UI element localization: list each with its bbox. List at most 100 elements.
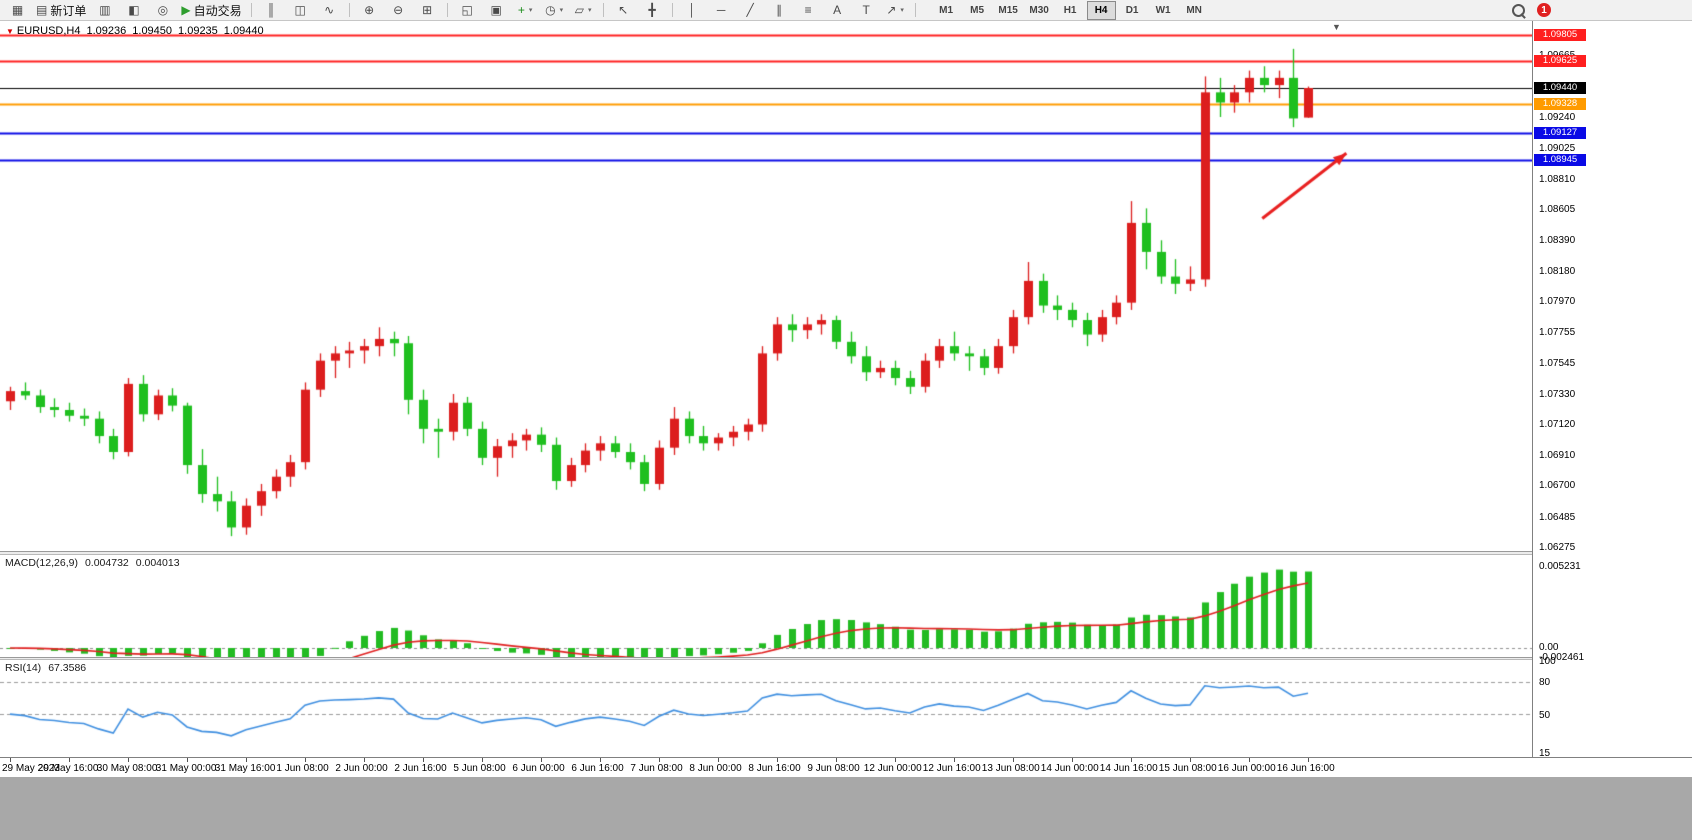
timeframe-button-m1[interactable]: M1 (939, 4, 954, 16)
ohlc-high: 1.09450 (132, 25, 173, 37)
price-tick-label: 1.08390 (1539, 235, 1576, 246)
crosshair-icon[interactable]: ╋ (648, 3, 656, 17)
chevron-down-icon: ▾ (559, 7, 564, 14)
timeframe-button-m15[interactable]: M15 (998, 4, 1018, 16)
time-axis-tick (659, 758, 660, 762)
bar-chart-icon[interactable]: ║ (266, 3, 276, 17)
cursor-icon[interactable]: ↖ (618, 3, 629, 17)
rsi-axis-label: 80 (1539, 677, 1551, 688)
price-tick-label: 1.07120 (1539, 419, 1576, 430)
cascade-windows-icon[interactable]: ◱ (461, 3, 473, 17)
rsi-value: 67.3586 (48, 662, 87, 674)
horizontal-line-icon[interactable]: ─ (716, 3, 726, 17)
time-axis-tick (128, 758, 129, 762)
vertical-line-icon[interactable]: │ (688, 3, 696, 17)
time-axis-tick (10, 758, 11, 762)
notification-badge[interactable]: 1 (1537, 3, 1551, 17)
rsi-axis-label: 50 (1539, 710, 1551, 721)
macd-canvas[interactable] (0, 555, 1532, 657)
rsi-axis-label: 15 (1539, 748, 1551, 759)
timeframe-button-w1[interactable]: W1 (1155, 4, 1171, 16)
rsi-header: RSI(14) 67.3586 (5, 662, 93, 674)
time-axis-tick (1249, 758, 1250, 762)
ohlc-close: 1.09440 (223, 25, 264, 37)
timeframe-button-mn[interactable]: MN (1186, 4, 1202, 16)
market-watch-icon[interactable]: ▥ (99, 3, 111, 17)
timeframe-button-h4[interactable]: H4 (1086, 0, 1116, 20)
time-axis-label: 31 May 16:00 (214, 763, 276, 774)
tile-windows-icon[interactable]: ⊞ (422, 3, 433, 17)
macd-value-main: 0.004732 (84, 557, 129, 569)
time-axis-label: 6 Jun 00:00 (512, 763, 565, 774)
time-axis-tick (187, 758, 188, 762)
chart-shift-marker-icon[interactable]: ▼ (1332, 22, 1341, 32)
text-label-icon[interactable]: T (862, 3, 870, 17)
zoom-out-icon[interactable]: ⊖ (393, 3, 404, 17)
channel-icon[interactable]: ∥ (776, 3, 783, 17)
time-axis-label: 1 Jun 08:00 (276, 763, 329, 774)
price-tick-label: 1.06910 (1539, 450, 1576, 461)
time-axis-label: 12 Jun 16:00 (922, 763, 981, 774)
zoom-in-icon[interactable]: ⊕ (364, 3, 375, 17)
chart-ohlc-header: ▼ EURUSD,H4 1.09236 1.09450 1.09235 1.09440 (6, 25, 270, 37)
toolbar-items: ▦ ▤ 新订单 ▥ ◧ ◎ ▶ 自动交易 ║ ◫ ∿ ⊕ ⊖ ⊞ ◱ ▣ + ▾ ◷ ▾ ▱ ▾ ↖ ╋ │ ─ ╱ ∥ ≡ A T ↗ ▾ (3, 0, 921, 20)
timeframe-group: M1 M5 M15 M30 H1 H4 D1 W1 MN (931, 0, 1210, 20)
trendline-icon[interactable]: ╱ (746, 3, 754, 17)
time-axis-tick (1131, 758, 1132, 762)
panel-splitter[interactable] (0, 551, 1692, 555)
price-tick-label: 1.07330 (1539, 389, 1576, 400)
time-axis-tick (541, 758, 542, 762)
time-axis-label: 31 May 00:00 (155, 763, 217, 774)
time-axis-tick (482, 758, 483, 762)
price-tick-label: 1.07970 (1539, 296, 1576, 307)
time-axis-tick (1072, 758, 1073, 762)
price-axis[interactable]: 1.096651.094501.092401.090251.088101.086… (1532, 21, 1692, 759)
time-axis-label: 29 May 16:00 (37, 763, 99, 774)
timeframe-button-d1[interactable]: D1 (1125, 4, 1139, 16)
timeframe-button-m30[interactable]: M30 (1029, 4, 1049, 16)
time-axis-tick (895, 758, 896, 762)
macd-axis-label: -0.002461 (1539, 652, 1585, 663)
price-line-label: 1.09440 (1534, 82, 1586, 94)
price-line-label: 1.09805 (1534, 29, 1586, 41)
time-axis-label: 12 Jun 00:00 (863, 763, 922, 774)
rsi-canvas[interactable] (0, 660, 1532, 757)
time-axis-label: 8 Jun 00:00 (689, 763, 742, 774)
line-chart-icon[interactable]: ∿ (324, 3, 335, 17)
ohlc-low: 1.09235 (178, 25, 218, 37)
new-order-button[interactable]: ▤ 新订单 (36, 3, 87, 18)
arrange-windows-icon[interactable]: ▣ (490, 3, 502, 17)
navigator-icon[interactable]: ◎ (157, 3, 169, 17)
panel-splitter[interactable] (0, 657, 1692, 660)
templates-icon[interactable]: ▱ ▾ (574, 3, 592, 17)
periods-icon[interactable]: ◷ ▾ (545, 3, 564, 17)
time-axis[interactable]: 29 May 2023 29 May 16:00 30 May 08:00 31 Ma… (0, 757, 1692, 777)
search-icon[interactable] (1512, 3, 1525, 17)
fibonacci-icon[interactable]: ≡ (804, 3, 812, 17)
time-axis-label: 29 May 2023 (2, 763, 60, 774)
macd-value-signal: 0.004013 (135, 557, 180, 569)
autotrade-button[interactable]: ▶ 自动交易 (181, 3, 242, 18)
indicators-icon[interactable]: + ▾ (517, 3, 533, 17)
data-window-icon[interactable]: ◧ (128, 3, 140, 17)
new-chart-icon[interactable]: ▦ (11, 3, 24, 17)
price-tick-label: 1.06485 (1539, 512, 1576, 523)
candlestick-chart-icon[interactable]: ◫ (294, 3, 306, 17)
symbol-marker-icon: ▼ (6, 27, 14, 36)
chevron-down-icon: ▾ (587, 7, 592, 14)
timeframe-button-h1[interactable]: H1 (1063, 4, 1077, 16)
time-axis-label: 14 Jun 16:00 (1099, 763, 1158, 774)
main-chart-canvas[interactable] (0, 21, 1532, 551)
toolbar-right: 1 (1512, 3, 1551, 17)
toolbar-separator (914, 3, 916, 17)
time-axis-label: 2 Jun 16:00 (394, 763, 447, 774)
text-icon[interactable]: A (833, 3, 842, 17)
timeframe-button-m5[interactable]: M5 (970, 4, 985, 16)
toolbar-separator (602, 3, 604, 17)
price-line-label: 1.08945 (1534, 154, 1586, 166)
macd-header: MACD(12,26,9) 0.004732 0.004013 (5, 557, 187, 569)
price-tick-label: 1.09025 (1539, 143, 1576, 154)
arrows-icon[interactable]: ↗ ▾ (886, 3, 904, 17)
price-tick-label: 1.09240 (1539, 112, 1576, 123)
chevron-down-icon: ▾ (900, 7, 904, 14)
